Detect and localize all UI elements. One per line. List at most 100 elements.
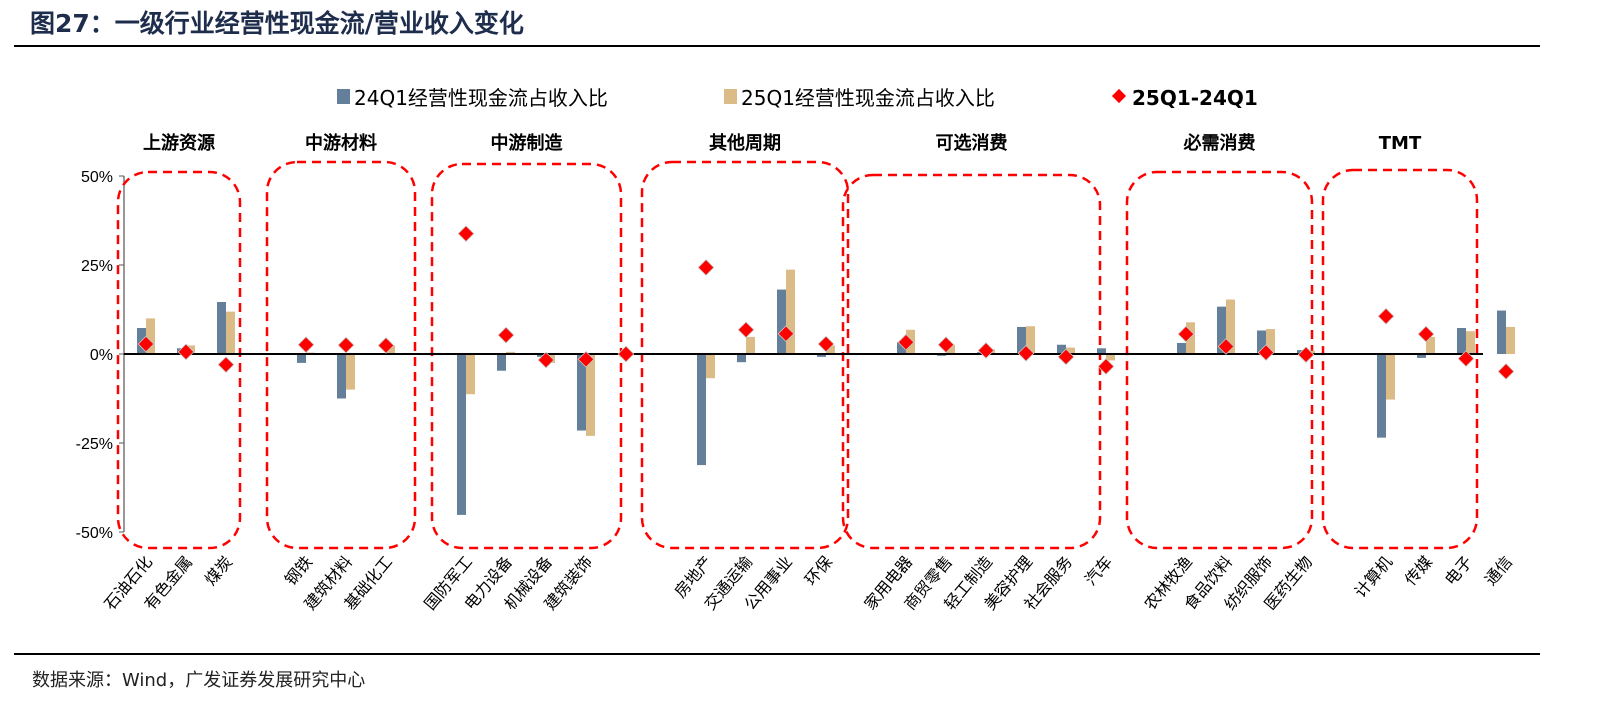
diff-diamond [737, 321, 755, 339]
bar-25q1 [1226, 299, 1235, 354]
bar-25q1 [706, 354, 715, 379]
bar-24q1 [297, 354, 306, 363]
diff-diamond [1057, 348, 1075, 366]
bar-24q1 [1457, 328, 1466, 354]
diff-diamond [177, 343, 195, 361]
bar-25q1 [1026, 326, 1035, 354]
bar-25q1 [746, 336, 755, 354]
legend-label-diff: 25Q1-24Q1 [1132, 86, 1258, 110]
diff-diamond [1217, 338, 1235, 355]
bar-25q1 [826, 345, 835, 354]
category-label: 煤炭 [201, 552, 236, 589]
diff-diamond [137, 335, 155, 353]
bar-24q1 [1017, 326, 1026, 354]
bar-25q1 [386, 345, 395, 354]
category-label: 电子 [1441, 552, 1476, 589]
bar-24q1 [1377, 354, 1386, 438]
group-box [841, 173, 1102, 550]
legend-swatch-25q1 [724, 89, 737, 104]
diff-diamond [937, 336, 955, 354]
group-label: 其他周期 [709, 132, 781, 154]
bar-25q1 [1466, 331, 1475, 354]
bar-24q1 [537, 354, 546, 357]
legend-diamond-icon [1111, 88, 1127, 104]
bar-25q1 [146, 318, 155, 354]
diff-diamond [377, 337, 395, 354]
diff-diamond [977, 342, 995, 359]
group-boxes: 上游资源 中游材料 中游制造 其他周期 可选消费 必需消费 TMT [116, 132, 1479, 550]
bar-24q1 [817, 354, 826, 357]
bar-25q1 [786, 269, 795, 354]
bar-25q1 [586, 354, 595, 436]
bar-24q1 [1177, 342, 1186, 354]
bar-25q1 [506, 351, 515, 354]
diff-diamond [1297, 346, 1315, 364]
bar-24q1 [497, 354, 506, 371]
diff-diamond [217, 356, 235, 374]
y-tick-label: 50% [81, 169, 113, 186]
diff-diamond [297, 336, 315, 354]
diff-diamond [1377, 307, 1395, 325]
y-tick-label: 25% [81, 258, 113, 275]
category-label: 传媒 [1401, 552, 1436, 589]
legend: 24Q1经营性现金流占收入比 25Q1经营性现金流占收入比 25Q1-24Q1 [337, 86, 1258, 110]
bar-25q1 [1186, 322, 1195, 354]
group-box [1321, 168, 1479, 550]
bar-24q1 [777, 289, 786, 354]
diff-diamond [1257, 344, 1275, 361]
diff-diamond [497, 326, 515, 344]
group-label: 上游资源 [143, 132, 215, 154]
bar-24q1 [337, 354, 346, 399]
bar-24q1 [697, 354, 706, 466]
bar-25q1 [346, 354, 355, 390]
diff-diamond [817, 335, 835, 353]
category-label: 环保 [801, 552, 836, 589]
diff-diamond [1497, 363, 1515, 380]
source-note: 数据来源：Wind，广发证券发展研究中心 [32, 670, 365, 691]
diff-diamond [577, 350, 595, 368]
category-label: 汽车 [1081, 552, 1116, 589]
diff-diamond [697, 259, 715, 276]
group-box [116, 170, 242, 550]
bar-25q1 [946, 344, 955, 354]
y-tick-label: -25% [76, 436, 113, 453]
bar-25q1 [1066, 347, 1075, 354]
diff-diamond [1097, 358, 1115, 375]
bar-25q1 [1106, 354, 1115, 361]
bar-25q1 [1426, 336, 1435, 354]
diff-diamond [897, 333, 915, 351]
legend-swatch-24q1 [337, 89, 350, 104]
y-tick-label: 0% [90, 347, 113, 364]
group-label: 中游制造 [491, 132, 563, 154]
bar-25q1 [1386, 354, 1395, 400]
bar-24q1 [217, 302, 226, 354]
category-label: 通信 [1481, 552, 1516, 589]
diff-diamond [1177, 325, 1195, 343]
group-box [1125, 170, 1314, 550]
group-label: 中游材料 [305, 132, 377, 154]
category-label: 计算机 [1351, 552, 1396, 601]
bar-24q1 [577, 354, 586, 431]
chart-marks [124, 225, 1515, 515]
figure-title: 图27：一级行业经营性现金流/营业收入变化 [30, 9, 524, 38]
y-axis: 50% 25% 0% -25% -50% [76, 169, 125, 542]
bar-24q1 [1097, 348, 1106, 354]
diff-diamond [1457, 350, 1475, 367]
bar-24q1 [1257, 330, 1266, 354]
bar-24q1 [1217, 306, 1226, 354]
group-label: 可选消费 [936, 132, 1008, 154]
diff-diamond [1417, 325, 1435, 343]
legend-label-24q1: 24Q1经营性现金流占收入比 [354, 86, 608, 110]
bar-24q1 [1417, 354, 1426, 358]
bar-24q1 [737, 354, 746, 363]
bar-25q1 [226, 311, 235, 354]
diff-diamond [457, 225, 475, 243]
bar-25q1 [1266, 329, 1275, 354]
group-label: TMT [1379, 133, 1422, 154]
bar-24q1 [1057, 344, 1066, 354]
legend-label-25q1: 25Q1经营性现金流占收入比 [741, 86, 995, 110]
group-label: 必需消费 [1183, 132, 1256, 154]
category-label: 钢铁 [281, 552, 316, 589]
